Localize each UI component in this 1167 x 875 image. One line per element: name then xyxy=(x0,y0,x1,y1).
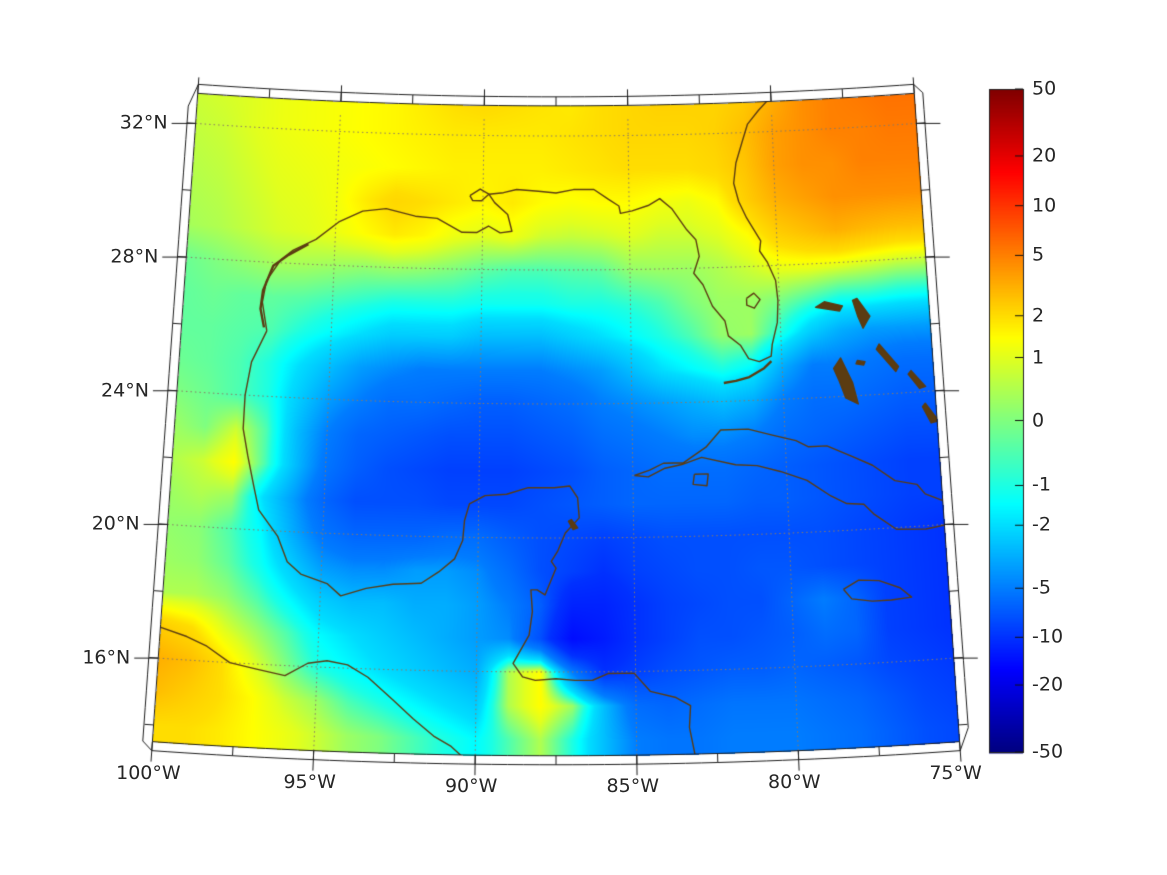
x-axis-tick-label: 100°W xyxy=(116,761,181,784)
colorbar-tick-label: -2 xyxy=(1032,513,1051,536)
colorbar-tick-label: 0 xyxy=(1032,409,1045,431)
colorbar-tick-label: -1 xyxy=(1032,473,1051,496)
y-axis-tick-label: 32°N xyxy=(119,111,168,134)
x-axis-tick-label: 85°W xyxy=(606,775,660,798)
y-axis-tick-label: 24°N xyxy=(101,379,149,402)
x-axis-tick-label: 75°W xyxy=(929,761,982,784)
y-axis-tick-label: 16°N xyxy=(82,646,131,669)
colorbar-tick-label: 2 xyxy=(1032,304,1045,327)
x-axis-tick-label: 95°W xyxy=(283,770,336,793)
x-axis-tick-label: 80°W xyxy=(768,770,821,793)
y-axis-tick-label: 28°N xyxy=(110,245,159,268)
colorbar-tick-label: -10 xyxy=(1032,625,1064,648)
colorbar-tick-label: -5 xyxy=(1032,576,1051,599)
colorbar-tick-label: 1 xyxy=(1032,346,1045,368)
colorbar-tick-label: -50 xyxy=(1032,740,1064,763)
colorbar-tick-label: -20 xyxy=(1032,673,1064,696)
x-axis-tick-label: 90°W xyxy=(444,775,498,798)
colorbar-tick-label: 20 xyxy=(1032,144,1057,167)
colorbar-tick-label: 50 xyxy=(1032,77,1057,100)
colorbar-tick-label: 10 xyxy=(1032,194,1057,217)
y-axis-tick-label: 20°N xyxy=(91,512,140,535)
colorbar-tick-label: 5 xyxy=(1032,243,1045,266)
